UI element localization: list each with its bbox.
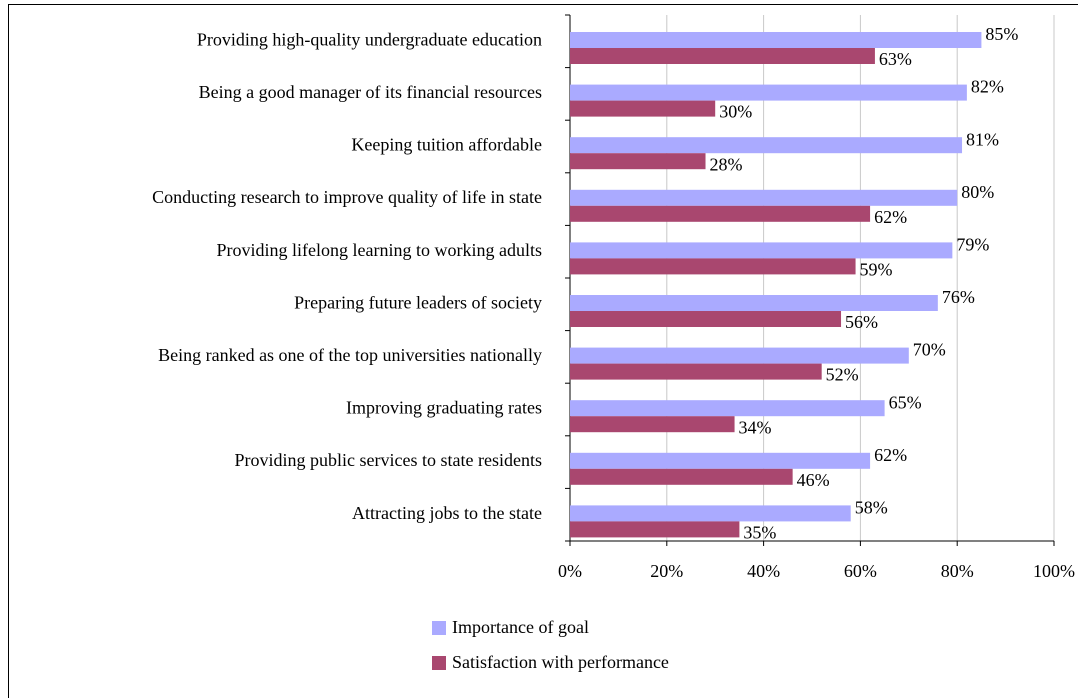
bar: [570, 189, 958, 206]
legend-label: Importance of goal: [452, 617, 589, 637]
y-tick-label: Providing high-quality undergraduate edu…: [197, 29, 542, 49]
bar: [570, 242, 953, 259]
x-tick-label: 0%: [558, 561, 582, 581]
value-label: 63%: [879, 49, 912, 69]
y-tick-label: Providing public services to state resid…: [235, 450, 542, 470]
y-tick-label: Being ranked as one of the top universit…: [158, 345, 542, 365]
value-label: 85%: [985, 24, 1018, 44]
value-label: 79%: [956, 235, 989, 255]
y-tick-label: Improving graduating rates: [346, 398, 542, 418]
x-tick-label: 100%: [1033, 561, 1075, 581]
bar: [570, 311, 842, 327]
x-tick-label: 60%: [844, 561, 877, 581]
value-label: 81%: [966, 129, 999, 149]
bar: [570, 137, 963, 154]
value-label: 52%: [826, 365, 859, 385]
y-tick-label: Attracting jobs to the state: [352, 503, 542, 523]
value-label: 59%: [860, 260, 893, 280]
bar: [570, 84, 967, 101]
value-label: 35%: [743, 523, 776, 543]
bar: [570, 468, 793, 485]
value-label: 65%: [889, 392, 922, 412]
x-tick-label: 20%: [650, 561, 683, 581]
bar: [570, 100, 716, 117]
x-tick-label: 40%: [747, 561, 780, 581]
value-label: 62%: [874, 445, 907, 465]
bar: [570, 295, 938, 311]
value-label: 80%: [961, 182, 994, 202]
bar: [570, 363, 822, 380]
bar: [570, 32, 982, 48]
bar: [570, 153, 706, 170]
value-label: 58%: [855, 498, 888, 518]
bar: [570, 521, 740, 538]
bar: [570, 400, 885, 417]
value-label: 34%: [739, 417, 772, 437]
bar: [570, 48, 875, 64]
y-tick-label: Providing lifelong learning to working a…: [217, 240, 542, 260]
legend-swatch: [432, 656, 446, 670]
bar: [570, 452, 871, 469]
value-label: 46%: [797, 470, 830, 490]
value-label: 76%: [942, 287, 975, 307]
value-label: 70%: [913, 340, 946, 360]
y-tick-label: Being a good manager of its financial re…: [199, 82, 542, 102]
bar: [570, 416, 735, 433]
value-label: 28%: [710, 154, 743, 174]
value-label: 30%: [719, 102, 752, 122]
bar: [570, 205, 871, 222]
bar: [570, 258, 856, 275]
value-label: 56%: [845, 312, 878, 332]
x-tick-label: 80%: [941, 561, 974, 581]
y-tick-label: Keeping tuition affordable: [351, 135, 542, 155]
legend-swatch: [432, 621, 446, 635]
y-tick-label: Conducting research to improve quality o…: [152, 187, 542, 207]
y-tick-label: Preparing future leaders of society: [294, 292, 542, 312]
value-label: 62%: [874, 207, 907, 227]
value-label: 82%: [971, 77, 1004, 97]
bar: [570, 347, 909, 364]
bar: [570, 505, 851, 522]
legend-label: Satisfaction with performance: [452, 652, 669, 672]
